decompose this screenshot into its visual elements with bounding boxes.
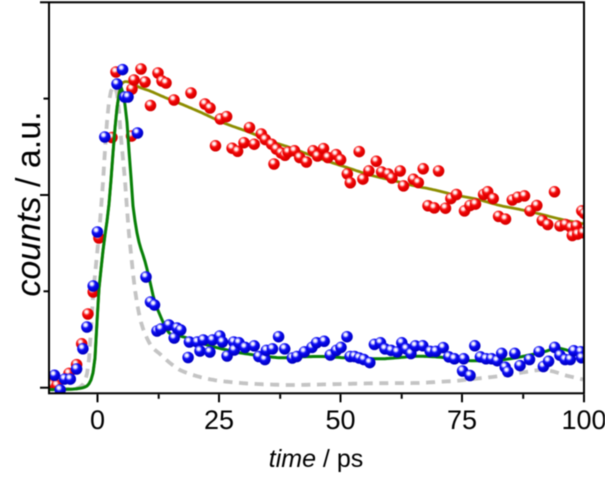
svg-text:time / ps: time / ps	[269, 445, 363, 473]
svg-text:100: 100	[561, 405, 605, 435]
svg-text:0: 0	[90, 405, 105, 435]
svg-text:75: 75	[447, 405, 477, 435]
svg-text:counts / a.u.: counts / a.u.	[10, 111, 48, 296]
svg-text:50: 50	[325, 405, 355, 435]
svg-text:25: 25	[204, 405, 234, 435]
